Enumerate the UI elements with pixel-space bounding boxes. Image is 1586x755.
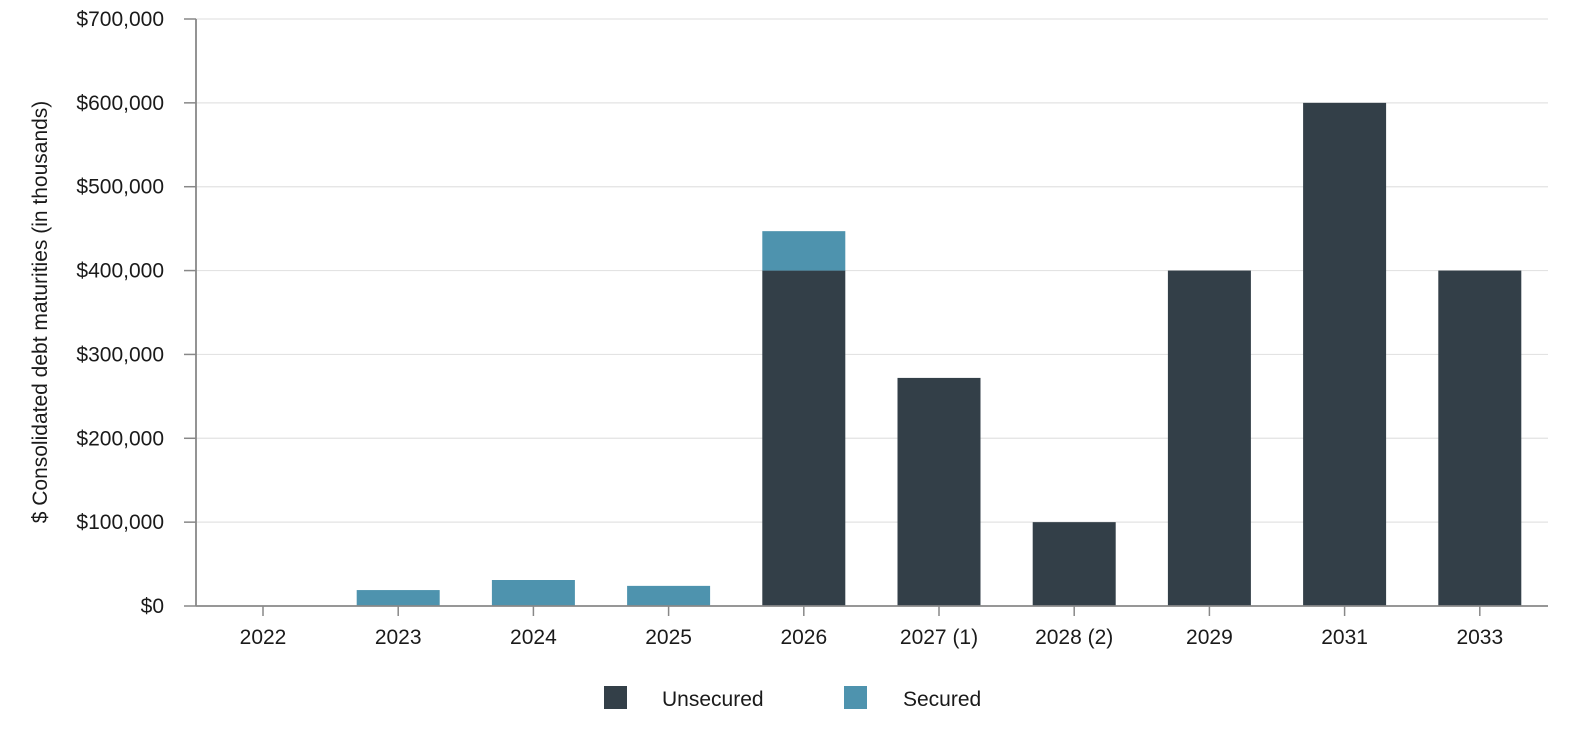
- x-tick-label: 2031: [1321, 626, 1368, 649]
- y-tick-label: $300,000: [76, 343, 164, 366]
- y-tick-label: $0: [141, 595, 164, 618]
- axes: [184, 18, 1548, 616]
- y-tick-label: $400,000: [76, 260, 164, 283]
- bar-unsecured-2027-1: [897, 377, 981, 606]
- bar-unsecured-2026: [762, 270, 846, 606]
- y-tick-label: $500,000: [76, 176, 164, 199]
- y-tick-label: $600,000: [76, 92, 164, 115]
- y-tick-label: $700,000: [76, 8, 164, 31]
- bar-unsecured-2031: [1303, 102, 1387, 606]
- bar-secured-2024: [491, 580, 575, 606]
- grid-lines: [196, 18, 1548, 523]
- x-tick-label: 2033: [1456, 626, 1503, 649]
- x-tick-label: 2026: [780, 626, 827, 649]
- legend: Unsecured Secured: [604, 686, 981, 711]
- legend-label-unsecured: Unsecured: [662, 688, 764, 711]
- x-tick-label: 2029: [1186, 626, 1233, 649]
- bar-unsecured-2033: [1438, 270, 1522, 606]
- x-tick-labels: 2022 2023 2024 2025 2026 2027 (1) 2028 (2) 2029…: [240, 626, 1504, 649]
- legend-label-secured: Secured: [903, 688, 981, 711]
- y-tick-label: $200,000: [76, 427, 164, 450]
- x-tick-label: 2025: [645, 626, 692, 649]
- legend-swatch-secured: [844, 686, 867, 709]
- y-tick-labels: $0 $100,000 $200,000 $300,000 $400,000 $500,0…: [76, 8, 164, 618]
- legend-swatch-unsecured: [604, 686, 627, 709]
- bars: [356, 102, 1522, 606]
- bar-secured-2025: [627, 585, 711, 606]
- x-tick-label: 2028 (2): [1035, 626, 1113, 649]
- y-tick-label: $100,000: [76, 511, 164, 534]
- x-tick-label: 2024: [510, 626, 557, 649]
- x-tick-label: 2022: [240, 626, 287, 649]
- bar-secured-2026: [762, 231, 846, 271]
- bar-secured-2023: [356, 590, 440, 606]
- bar-unsecured-2029: [1167, 270, 1251, 606]
- x-tick-label: 2023: [375, 626, 422, 649]
- y-axis-label: $ Consolidated debt maturities (in thous…: [29, 101, 52, 524]
- x-tick-label: 2027 (1): [900, 626, 978, 649]
- bar-unsecured-2028-2: [1032, 522, 1116, 606]
